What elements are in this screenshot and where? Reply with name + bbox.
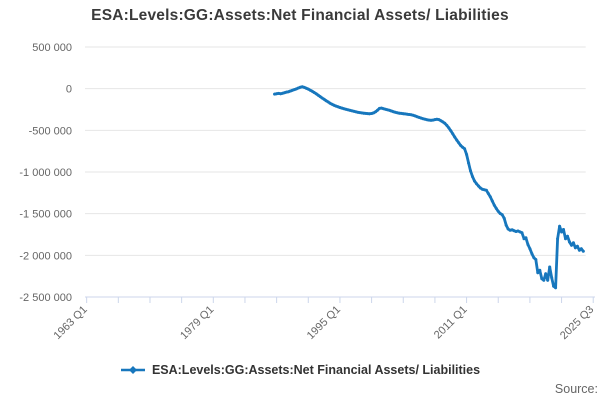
data-point [488, 195, 492, 199]
data-point [475, 182, 478, 186]
x-axis-label: 1963 Q1 [51, 304, 89, 342]
data-point [453, 135, 457, 139]
data-point [486, 192, 490, 195]
data-point [571, 241, 575, 245]
legend-item[interactable]: ESA:Levels:GG:Assets:Net Financial Asset… [0, 361, 600, 379]
data-point [538, 268, 542, 272]
data-point [552, 284, 556, 288]
data-point [455, 138, 459, 142]
data-point [451, 132, 455, 136]
data-point [579, 247, 583, 251]
data-point [459, 143, 463, 147]
data-point [558, 224, 562, 228]
data-point [548, 265, 552, 269]
data-point [560, 230, 564, 234]
data-point [581, 249, 585, 253]
data-point [542, 278, 546, 282]
data-point [467, 161, 471, 165]
data-point [534, 258, 538, 261]
x-axis-label: 1979 Q1 [178, 304, 216, 342]
data-point [564, 237, 567, 241]
data-point [520, 231, 524, 235]
data-point [445, 123, 449, 127]
data-point [524, 236, 528, 240]
data-point [484, 188, 488, 192]
legend-series-label: ESA:Levels:GG:Assets:Net Financial Asset… [151, 363, 481, 377]
data-point [570, 243, 573, 247]
y-axis-label: -500 000 [29, 125, 72, 137]
x-axis-label: 2011 Q1 [432, 304, 470, 342]
data-point [447, 126, 451, 130]
y-axis-label: -2 500 000 [19, 292, 72, 304]
data-point [544, 272, 548, 276]
data-point [530, 252, 534, 256]
data-point [546, 278, 550, 282]
chart-title: ESA:Levels:GG:Assets:Net Financial Asset… [91, 7, 509, 24]
data-point [463, 147, 467, 151]
y-axis-label: 500 000 [32, 42, 72, 54]
y-axis-label: -2 000 000 [19, 250, 72, 262]
data-point [528, 247, 532, 251]
data-point [443, 121, 447, 125]
chart-plot-area: 500 000 0 -500 000 -1 000 000 -1 500 000 -2 0… [19, 42, 596, 342]
y-axis-label: 0 [66, 84, 72, 96]
data-point [465, 153, 469, 156]
data-point [502, 216, 506, 220]
y-axis-label: -1 500 000 [19, 209, 72, 221]
data-point [490, 199, 494, 203]
x-axis-label: 2025 Q3 [558, 304, 596, 342]
data-point [536, 271, 540, 275]
data-point [473, 179, 476, 183]
data-point [568, 240, 571, 244]
data-point [471, 175, 474, 179]
data-point [540, 277, 544, 281]
data-point [566, 234, 569, 238]
data-point [504, 223, 508, 227]
y-axis-label: -1 000 000 [19, 167, 72, 179]
data-point [376, 108, 379, 112]
series-line [273, 85, 585, 290]
data-point [575, 244, 579, 248]
data-point [573, 246, 577, 250]
data-point [492, 203, 496, 207]
data-point [477, 184, 480, 188]
data-point [500, 213, 504, 217]
data-point [469, 169, 472, 173]
data-point [496, 209, 500, 213]
data-point [494, 207, 498, 210]
data-point [457, 141, 461, 145]
data-point [550, 276, 554, 280]
x-axis-label: 1995 Q1 [305, 304, 343, 342]
data-point [554, 286, 558, 290]
data-point [556, 237, 560, 241]
data-point [449, 129, 453, 133]
data-point [526, 243, 530, 246]
series-marker-icon [120, 366, 145, 374]
source-label: Source: [554, 382, 598, 396]
data-point [562, 228, 565, 231]
